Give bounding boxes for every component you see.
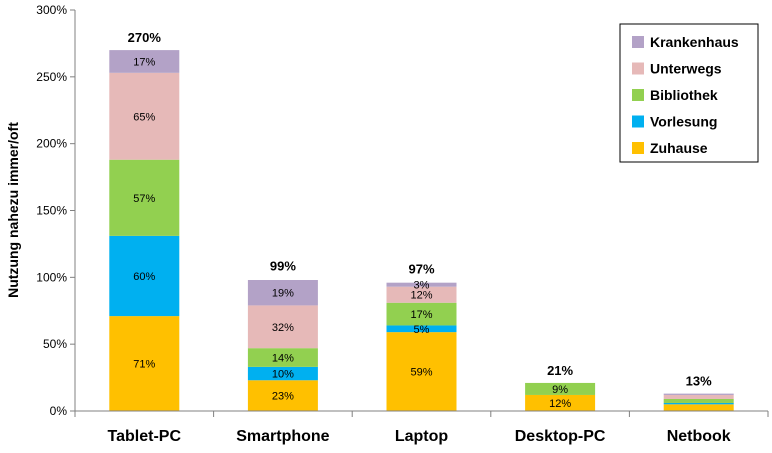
bar-segment-bibliothek: [109, 159, 180, 236]
bar-segment-zuhause: [663, 404, 734, 411]
legend-swatch: [632, 115, 644, 128]
segment-value-label: 57%: [133, 193, 155, 205]
bar-segment-zuhause: [525, 394, 596, 411]
bar-segment-krankenhaus: [663, 393, 734, 395]
bar-segment-zuhause: [247, 380, 318, 411]
bar-segment-unterwegs: [386, 286, 457, 303]
y-tick-label: 0%: [50, 404, 68, 418]
total-value-label: 270%: [128, 30, 162, 45]
segment-value-label: 12%: [549, 398, 571, 410]
legend-entry: Zuhause: [650, 140, 708, 156]
bar-segment-bibliothek: [386, 302, 457, 326]
bar-segment-vorlesung: [663, 402, 734, 405]
y-tick-label: 150%: [36, 204, 67, 218]
legend-entry: Vorlesung: [650, 114, 717, 130]
category-label: Netbook: [667, 428, 731, 445]
segment-value-label: 60%: [133, 271, 155, 283]
legend-swatch: [632, 89, 644, 101]
bar-segment-vorlesung: [109, 235, 180, 317]
segment-value-label: 65%: [133, 111, 155, 123]
segment-value-label: 59%: [410, 367, 432, 379]
category-label: Desktop-PC: [515, 428, 606, 445]
segment-value-label: 9%: [552, 384, 568, 396]
segment-value-label: 23%: [272, 391, 294, 403]
category-label: Tablet-PC: [108, 428, 182, 445]
legend-swatch: [632, 142, 644, 154]
segment-value-label: 17%: [133, 56, 155, 68]
category-labels: Tablet-PC Smartphone Laptop Desktop-PC Netbo…: [108, 428, 731, 445]
segment-value-label: 14%: [272, 353, 294, 365]
bar-segment-unterwegs: [663, 394, 734, 399]
segment-value-label: 10%: [272, 369, 294, 381]
axes: [70, 9, 769, 417]
segment-value-label: 17%: [410, 309, 432, 321]
total-labels: 270% 99% 97% 21% 13%: [128, 30, 712, 389]
bar-segment-bibliothek: [525, 382, 596, 395]
bar-segment-bibliothek: [247, 348, 318, 367]
y-tick-label: 250%: [36, 70, 67, 84]
y-axis-label: Nutzung nahezu immer/oft: [5, 122, 21, 298]
segment-value-label: 5%: [414, 324, 430, 336]
segment-value-label: 12%: [410, 290, 432, 302]
segment-value-label: 3%: [414, 280, 430, 292]
segment-value-label: 19%: [272, 288, 294, 300]
legend-swatch: [632, 36, 644, 48]
bar-segment-zuhause: [109, 316, 180, 411]
bar-segment-vorlesung: [386, 325, 457, 333]
bar-segment-krankenhaus: [109, 50, 180, 73]
bar-segment-vorlesung: [247, 366, 318, 381]
y-tick-label: 300%: [36, 3, 67, 17]
category-label: Smartphone: [236, 428, 329, 445]
legend-entry: Bibliothek: [650, 87, 718, 103]
bars: [109, 50, 734, 411]
legend-entry: Unterwegs: [650, 61, 722, 77]
bar-segment-krankenhaus: [386, 282, 457, 287]
total-value-label: 21%: [547, 363, 573, 378]
y-tick-labels: 0% 50% 100% 150% 200% 250% 300%: [36, 3, 67, 418]
legend-entry: Krankenhaus: [650, 34, 739, 50]
bar-segment-unterwegs: [109, 72, 180, 160]
bar-segment-unterwegs: [247, 305, 318, 349]
bar-segment-zuhause: [386, 332, 457, 411]
segment-value-label: 71%: [133, 359, 155, 371]
legend-swatch: [632, 62, 644, 75]
y-tick-label: 100%: [36, 270, 67, 284]
bar-segment-krankenhaus: [247, 280, 318, 306]
y-tick-label: 200%: [36, 137, 67, 151]
total-value-label: 97%: [408, 261, 434, 276]
category-label: Laptop: [395, 428, 449, 445]
y-tick-label: 50%: [43, 337, 67, 351]
segment-labels: 71% 60% 57% 65% 17% 23% 10% 14% 32% 19% 59% 5% 17% 12…: [133, 56, 571, 410]
total-value-label: 13%: [686, 374, 712, 389]
segment-value-label: 32%: [272, 322, 294, 334]
bar-segment-bibliothek: [663, 398, 734, 403]
legend: Krankenhaus Unterwegs Bibliothek Vorlesung Z…: [619, 23, 759, 163]
total-value-label: 99%: [270, 259, 296, 274]
